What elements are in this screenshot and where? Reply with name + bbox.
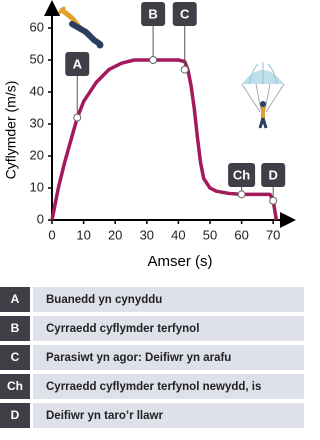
annotation-point <box>73 113 82 122</box>
key-text: Parasiwt yn agor: Deifiwr yn arafu <box>46 352 231 364</box>
annotation-label: B <box>148 6 157 21</box>
annotation-box <box>261 163 286 187</box>
x-tick-label: 60 <box>234 227 248 242</box>
key-row <box>33 403 304 428</box>
y-tick-label: 60 <box>30 19 44 34</box>
annotation-point <box>149 56 158 64</box>
parachute-icon <box>241 62 285 129</box>
y-tick-label: 40 <box>30 83 44 98</box>
annotation-point <box>269 196 278 205</box>
key-label: B <box>11 321 20 335</box>
key-label: A <box>11 292 20 306</box>
skydiver-icon <box>56 6 104 49</box>
annotation-label: C <box>180 6 190 21</box>
annotation-box <box>141 2 166 26</box>
annotation-label: A <box>73 56 83 71</box>
annotation-point <box>237 190 246 199</box>
key-box <box>0 374 30 399</box>
key-box <box>0 345 30 370</box>
key-row <box>33 345 304 370</box>
key-row <box>33 287 304 312</box>
x-tick-label: 50 <box>203 227 217 242</box>
annotation-box <box>228 163 256 187</box>
annotation-point <box>180 65 189 74</box>
annotation-box <box>172 2 197 26</box>
x-axis-label: Amser (s) <box>148 253 213 270</box>
key-label: C <box>11 350 20 364</box>
x-tick-label: 70 <box>266 227 280 242</box>
key-box <box>0 316 30 341</box>
key-text: Cyrraedd cyflymder terfynol newydd, is <box>46 381 261 393</box>
key-row <box>33 316 304 341</box>
y-tick-label: 50 <box>30 51 44 66</box>
key-text: Cyrraedd cyflymder terfynol <box>46 323 199 335</box>
key-label: Ch <box>7 379 23 393</box>
key-box <box>0 403 30 428</box>
y-tick-label: 10 <box>30 179 44 194</box>
x-tick-label: 40 <box>171 227 185 242</box>
annotation-label: Ch <box>233 167 250 182</box>
y-tick-label: 0 <box>37 211 44 226</box>
y-tick-label: 30 <box>30 115 44 130</box>
speed-line <box>50 58 279 221</box>
chart: Cyflymder (m/s) Amser (s) 0 10 20 30 40 50 60 0… <box>0 0 304 428</box>
annotation-label: D <box>269 167 278 182</box>
x-tick-label: 30 <box>140 227 154 242</box>
y-axis-label: Cyflymder (m/s) <box>3 81 19 180</box>
key-box <box>0 287 30 312</box>
annotation-box <box>65 52 90 76</box>
x-tick-label: 10 <box>76 227 90 242</box>
key-row <box>33 374 304 399</box>
x-tick-label: 20 <box>108 227 122 242</box>
x-tick-label: 0 <box>48 227 55 242</box>
key-label: D <box>11 408 20 422</box>
y-tick-label: 20 <box>30 147 44 162</box>
key-text: Buanedd yn cynyddu <box>46 294 162 306</box>
key-text: Deifiwr yn taro’r llawr <box>46 410 163 422</box>
